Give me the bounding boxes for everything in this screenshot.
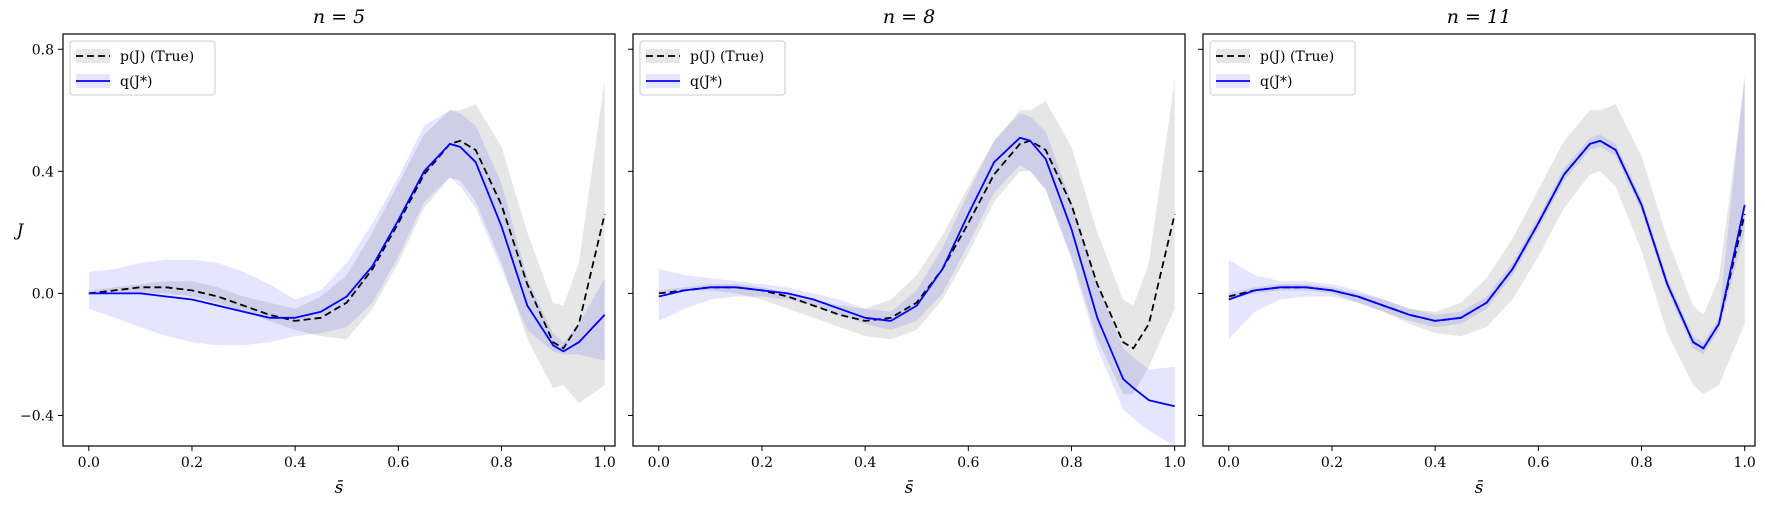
- confidence-band: [88, 79, 605, 404]
- series-line-approx: [88, 143, 606, 353]
- confidence-band: [1228, 73, 1745, 355]
- x-tick-label: 0.2: [751, 455, 773, 471]
- legend-label: p(J) (True): [690, 49, 764, 65]
- x-tick-label: 0.4: [854, 455, 876, 471]
- y-axis-label: J: [14, 221, 25, 241]
- confidence-band: [1228, 79, 1745, 395]
- x-axis-label: s̄: [1475, 478, 1484, 498]
- y-tick-label: 0.4: [32, 164, 54, 180]
- x-tick-label: 0.8: [490, 455, 512, 471]
- y-tick-label: 0.8: [32, 42, 54, 58]
- legend-label: p(J) (True): [120, 49, 194, 65]
- x-axis-label: s̄: [905, 478, 914, 498]
- x-tick-label: 0.4: [284, 455, 306, 471]
- y-tick-label: 0.0: [32, 286, 54, 302]
- chart-panel: 0.0 0.2 0.4 0.6 0.8 1.0 −0.4 0.0 0.4 0.8 n = 5 s̄ Jp…: [14, 6, 616, 498]
- series-line-approx: [658, 136, 1175, 408]
- x-tick-label: 0.2: [1321, 455, 1343, 471]
- legend-label: q(J*): [690, 74, 723, 90]
- legend: p(J) (True) q(J*): [69, 40, 216, 96]
- confidence-band: [88, 110, 605, 361]
- x-tick-label: 0.0: [78, 455, 100, 471]
- x-tick-label: 0.0: [648, 455, 670, 471]
- chart-title: n = 11: [1447, 6, 1511, 28]
- panels: 0.0 0.2 0.4 0.6 0.8 1.0 −0.4 0.0 0.4 0.8 n = 5 s̄ Jp…: [14, 6, 1756, 498]
- x-tick-label: 0.6: [957, 455, 979, 471]
- legend: p(J) (True) q(J*): [639, 40, 786, 96]
- series-line-true: [88, 139, 606, 350]
- x-tick-label: 0.0: [1218, 455, 1240, 471]
- chart-title: n = 5: [313, 6, 365, 28]
- x-tick-label: 0.6: [387, 455, 409, 471]
- legend: p(J) (True) q(J*): [1209, 40, 1356, 96]
- legend-label: p(J) (True): [1260, 49, 1334, 65]
- x-tick-label: 1.0: [594, 455, 616, 471]
- legend-label: q(J*): [1260, 74, 1293, 90]
- x-tick-label: 0.8: [1060, 455, 1082, 471]
- x-tick-label: 0.2: [181, 455, 203, 471]
- y-tick-label: −0.4: [20, 408, 54, 424]
- series-line-approx: [1228, 139, 1746, 350]
- chart-panel: 0.0 0.2 0.4 0.6 0.8 1.0 n = 11 s̄ p(J) (True) q(J…: [1198, 6, 1756, 498]
- x-axis-label: s̄: [335, 478, 344, 498]
- x-tick-label: 0.8: [1630, 455, 1652, 471]
- x-tick-label: 0.4: [1424, 455, 1446, 471]
- legend-label: q(J*): [120, 74, 153, 90]
- x-tick-label: 1.0: [1734, 455, 1756, 471]
- x-tick-label: 1.0: [1164, 455, 1186, 471]
- plot-frame: [632, 33, 1186, 447]
- plot-frame: [62, 33, 616, 447]
- x-tick-label: 0.6: [1527, 455, 1549, 471]
- plot-frame: [1202, 33, 1756, 447]
- chart-panel: 0.0 0.2 0.4 0.6 0.8 1.0 n = 8 s̄ p(J) (True) q(J*…: [628, 6, 1186, 498]
- chart-title: n = 8: [883, 6, 935, 28]
